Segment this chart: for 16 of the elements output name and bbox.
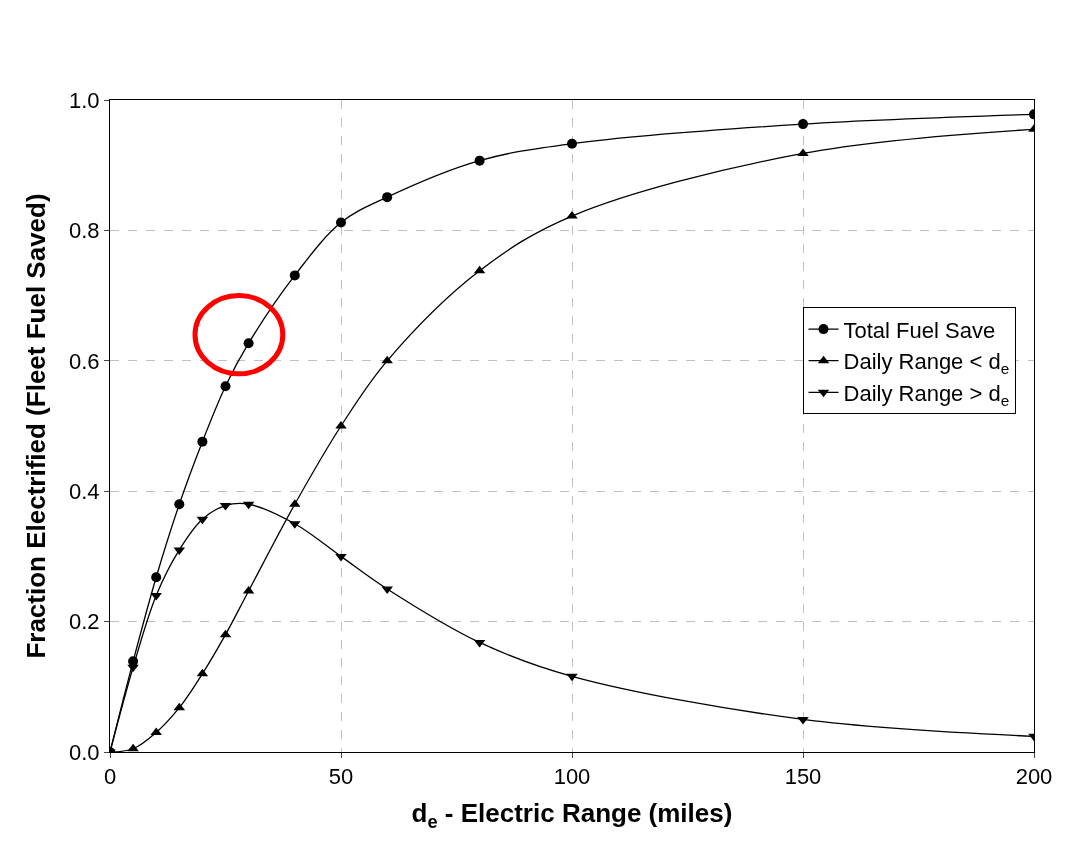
- x-tick-label: 0: [103, 764, 117, 790]
- x-tick-label: 50: [328, 764, 354, 790]
- legend-label: Daily Range > d$_{e}$: [843, 380, 1010, 409]
- y-tick-label: 0.6: [69, 348, 100, 374]
- y-tick-label: 0.0: [69, 739, 100, 765]
- y-tick-label: 0.2: [69, 609, 100, 635]
- y-tick-label: 1.0: [69, 87, 100, 113]
- y-tick-label: 0.8: [69, 218, 100, 244]
- legend-label: Total Fuel Save: [843, 317, 996, 343]
- y-tick-label: 0.4: [69, 478, 100, 504]
- y-axis-title: Fraction Electrified (Fleet Fuel Saved): [21, 193, 52, 659]
- x-tick-label: 200: [1015, 764, 1053, 790]
- legend-label: Daily Range < d$_{e}$: [843, 349, 1010, 377]
- x-tick-label: 100: [553, 764, 591, 790]
- x-tick-label: 150: [784, 764, 822, 790]
- x-axis-title: d$_{e}$ - Electric Range (miles): [411, 798, 733, 832]
